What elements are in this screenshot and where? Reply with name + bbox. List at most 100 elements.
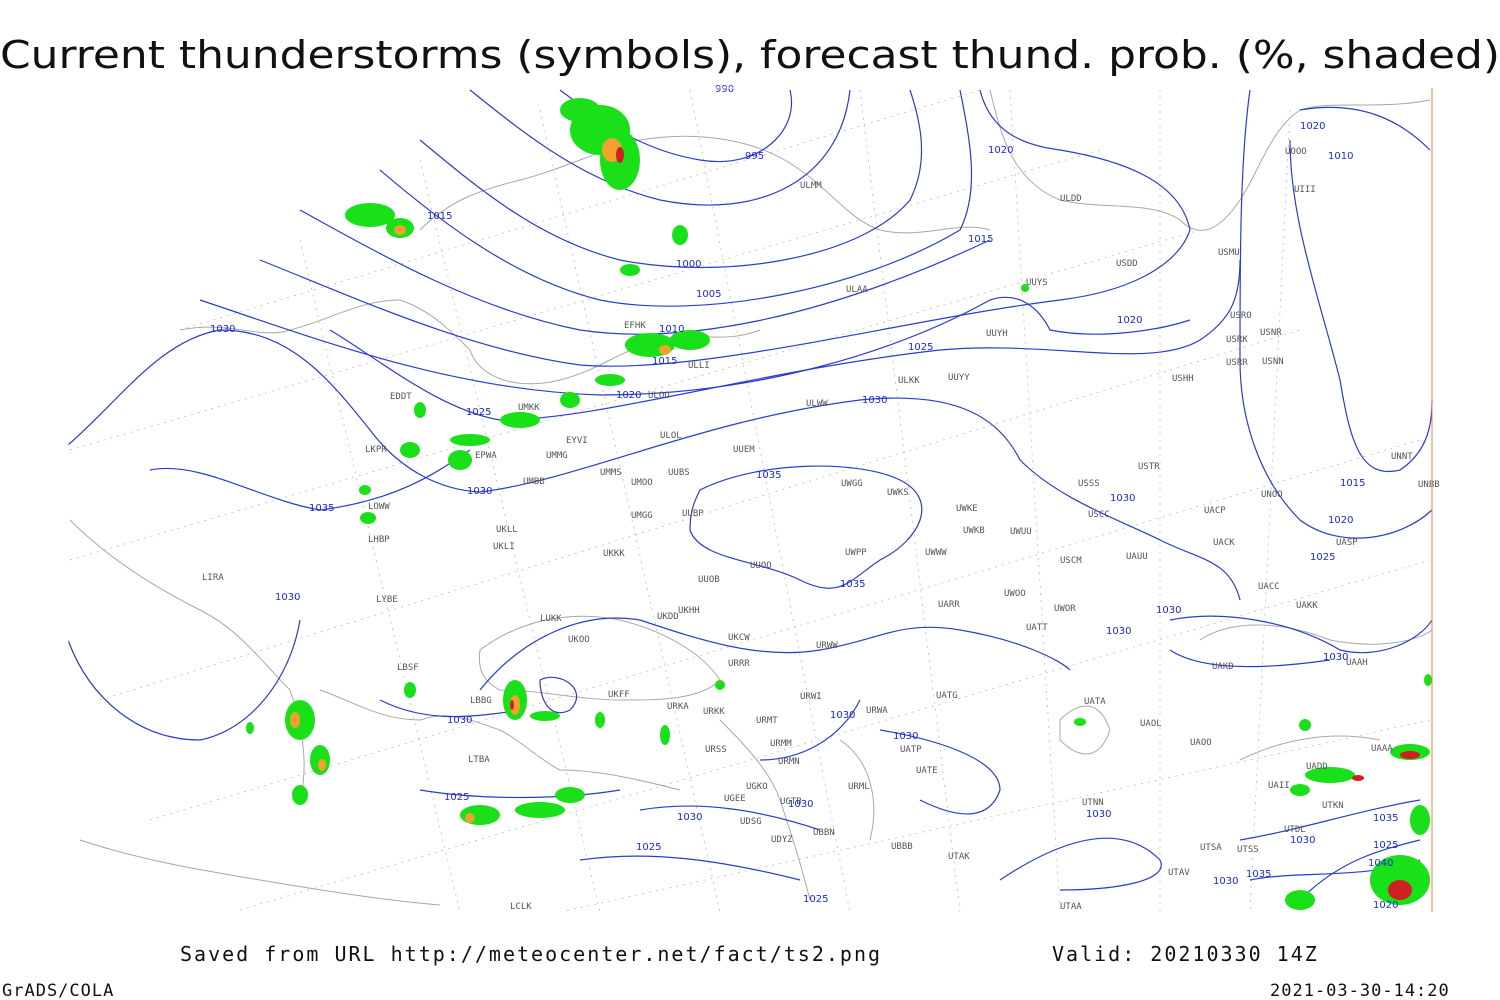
station-label: UAKD	[1212, 662, 1234, 672]
station-label: URMM	[770, 739, 792, 749]
station-label: UMGG	[631, 511, 653, 521]
isobar-label: 1005	[696, 289, 721, 300]
longitude-lines	[299, 89, 1291, 913]
software-credit: GrADS/COLA	[2, 981, 114, 1000]
station-label: UBBB	[891, 842, 913, 852]
station-label: ULDD	[1060, 194, 1082, 204]
isobar-label: 1020	[1300, 121, 1325, 132]
isobar-label: 1030	[1213, 876, 1238, 887]
station-label: UKFF	[608, 690, 630, 700]
storm-area	[660, 725, 670, 745]
isobar	[259, 89, 1191, 367]
station-label: UWKB	[963, 526, 985, 536]
station-label: USRO	[1230, 311, 1252, 321]
isobar-label: 1030	[862, 395, 887, 406]
station-label: UATA	[1084, 697, 1106, 707]
station-label: USNN	[1262, 357, 1284, 367]
storm-area	[1290, 784, 1310, 796]
station-label: URML	[848, 782, 870, 792]
station-label: LIRA	[202, 573, 224, 583]
station-label: URMT	[756, 716, 778, 726]
isobar-label: 1010	[659, 324, 684, 335]
station-label: UOOO	[1285, 147, 1307, 157]
isobar-label: 1000	[676, 259, 701, 270]
station-label: URKK	[703, 707, 725, 717]
station-label: USRR	[1226, 358, 1248, 368]
isobar-label: 1030	[1106, 626, 1131, 637]
caspian-sea	[719, 719, 875, 901]
storm-core	[394, 225, 406, 235]
coastline	[79, 839, 441, 906]
station-label: UATE	[916, 766, 938, 776]
isobar-label: 1030	[830, 710, 855, 721]
station-label: LHBP	[368, 535, 390, 545]
station-label: UATT	[1026, 623, 1048, 633]
station-label: UASP	[1336, 538, 1358, 548]
storm-area	[1299, 719, 1311, 731]
storm-area	[400, 442, 420, 458]
station-label: URWA	[866, 706, 888, 716]
isobar-label: 1025	[908, 342, 933, 353]
station-label: EYVI	[566, 436, 588, 446]
storm-core	[290, 712, 300, 728]
storm-area	[1424, 674, 1432, 686]
station-label: UAOL	[1140, 719, 1162, 729]
storm-area	[560, 392, 580, 408]
station-label: UTDL	[1284, 825, 1306, 835]
storm-area	[246, 722, 254, 734]
station-label: USCM	[1060, 556, 1082, 566]
station-label: LTBA	[468, 755, 490, 765]
station-label: UKCW	[728, 633, 750, 643]
station-label: UTAK	[948, 852, 970, 862]
station-label: UWPP	[845, 548, 867, 558]
isobar	[67, 329, 1241, 601]
station-label: UKOO	[568, 635, 590, 645]
isobar-label: 1025	[803, 894, 828, 905]
lake	[1059, 705, 1111, 755]
station-label: UAII	[1268, 781, 1290, 791]
storm-area	[672, 225, 688, 245]
storm-area	[1305, 767, 1355, 783]
station-label: URWI	[800, 692, 822, 702]
isobar-label: 1035	[1246, 869, 1271, 880]
isobar-label: 1025	[1373, 840, 1398, 851]
station-label: UAAA	[1371, 744, 1393, 754]
station-label: EFHK	[624, 321, 646, 331]
isobar-label: 995	[745, 151, 764, 162]
storm-shading	[246, 98, 1432, 910]
storm-area	[530, 711, 560, 721]
isobar	[419, 89, 923, 269]
station-label: USRK	[1226, 335, 1248, 345]
isobar-label: 1030	[1323, 652, 1348, 663]
storm-area	[292, 785, 308, 805]
source-url: Saved from URL http://meteocenter.net/fa…	[180, 942, 882, 966]
storm-area	[595, 374, 625, 386]
storm-area	[715, 680, 725, 690]
station-label: UUBS	[668, 468, 690, 478]
station-label: UKLL	[496, 525, 518, 535]
station-label: LBSF	[397, 663, 419, 673]
isobar-label: 1020	[1328, 515, 1353, 526]
isobar-label: 1030	[1110, 493, 1135, 504]
station-label: UGKO	[746, 782, 768, 792]
isobar	[199, 296, 1191, 396]
isobar-label: 1030	[1290, 835, 1315, 846]
station-label: UMKK	[518, 403, 540, 413]
station-label: UKDD	[657, 612, 679, 622]
isobar	[149, 449, 471, 511]
isobar	[469, 89, 851, 206]
isobar	[479, 617, 1071, 714]
station-label: UATP	[900, 745, 922, 755]
storm-area	[448, 450, 472, 470]
station-label: URMN	[778, 757, 800, 767]
storm-core	[510, 695, 520, 715]
map-labels: 990 995 1015 1000 1005 1010 1015 1020 1025 1030 10…	[202, 84, 1440, 912]
storm-core	[1400, 751, 1420, 759]
station-label: UTKN	[1322, 801, 1344, 811]
station-label: UWKS	[887, 488, 909, 498]
station-label: UATG	[936, 691, 958, 701]
station-label: USHH	[1172, 374, 1194, 384]
station-label: UTSS	[1237, 845, 1259, 855]
station-label: USMU	[1218, 248, 1240, 258]
station-label: URWW	[816, 641, 838, 651]
